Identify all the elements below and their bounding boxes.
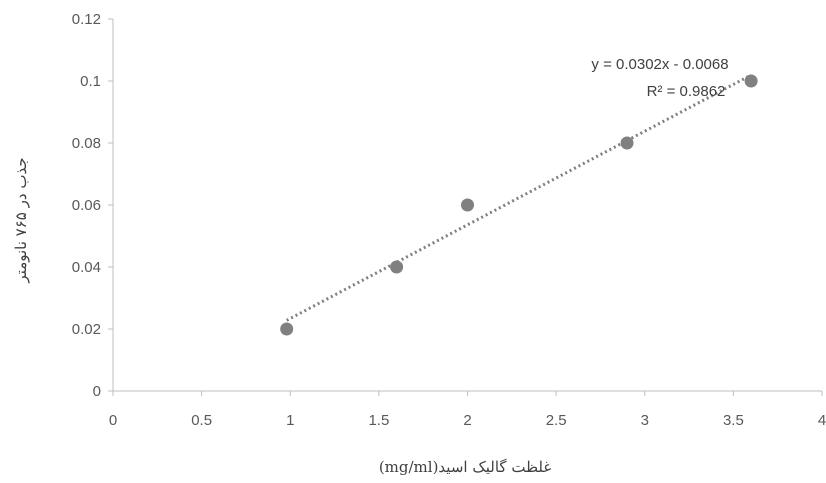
x-tick-label: 1 — [286, 412, 294, 429]
y-axis-ticks: 0 0.02 0.04 0.06 0.08 0.1 0.12 — [72, 11, 113, 400]
x-tick-label: 3.5 — [723, 412, 744, 429]
y-tick-label: 0.12 — [72, 11, 101, 28]
data-points — [280, 74, 758, 336]
data-point — [620, 136, 634, 150]
y-axis-title: جذب در ۷۶۵ نانومتر — [12, 157, 30, 283]
x-tick-label: 0 — [109, 412, 117, 429]
data-point — [461, 198, 474, 212]
data-point — [744, 74, 758, 88]
x-tick-label: 1.5 — [368, 412, 389, 429]
trendline — [286, 73, 752, 322]
x-tick-label: 4 — [818, 412, 826, 429]
y-tick-label: 0.04 — [72, 259, 101, 276]
data-point — [280, 322, 294, 336]
y-tick-label: 0.06 — [72, 197, 101, 214]
y-tick-label: 0.02 — [72, 321, 101, 338]
x-tick-label: 0.5 — [191, 412, 212, 429]
trendline-r2: R² = 0.9862 — [647, 83, 726, 100]
x-tick-label: 2 — [463, 412, 471, 429]
x-axis-title: غلظت گالیک اسید(mg/ml) — [379, 458, 552, 476]
y-tick-label: 0.1 — [80, 73, 101, 90]
y-tick-label: 0.08 — [72, 135, 101, 152]
x-tick-label: 2.5 — [546, 412, 567, 429]
trendline-equation: y = 0.0302x - 0.0068 — [591, 56, 728, 73]
data-point — [390, 260, 404, 274]
x-tick-label: 3 — [641, 412, 649, 429]
y-tick-label: 0 — [93, 383, 101, 400]
x-axis-ticks: 0 0.5 1 1.5 2 2.5 3 3.5 4 — [109, 391, 826, 429]
